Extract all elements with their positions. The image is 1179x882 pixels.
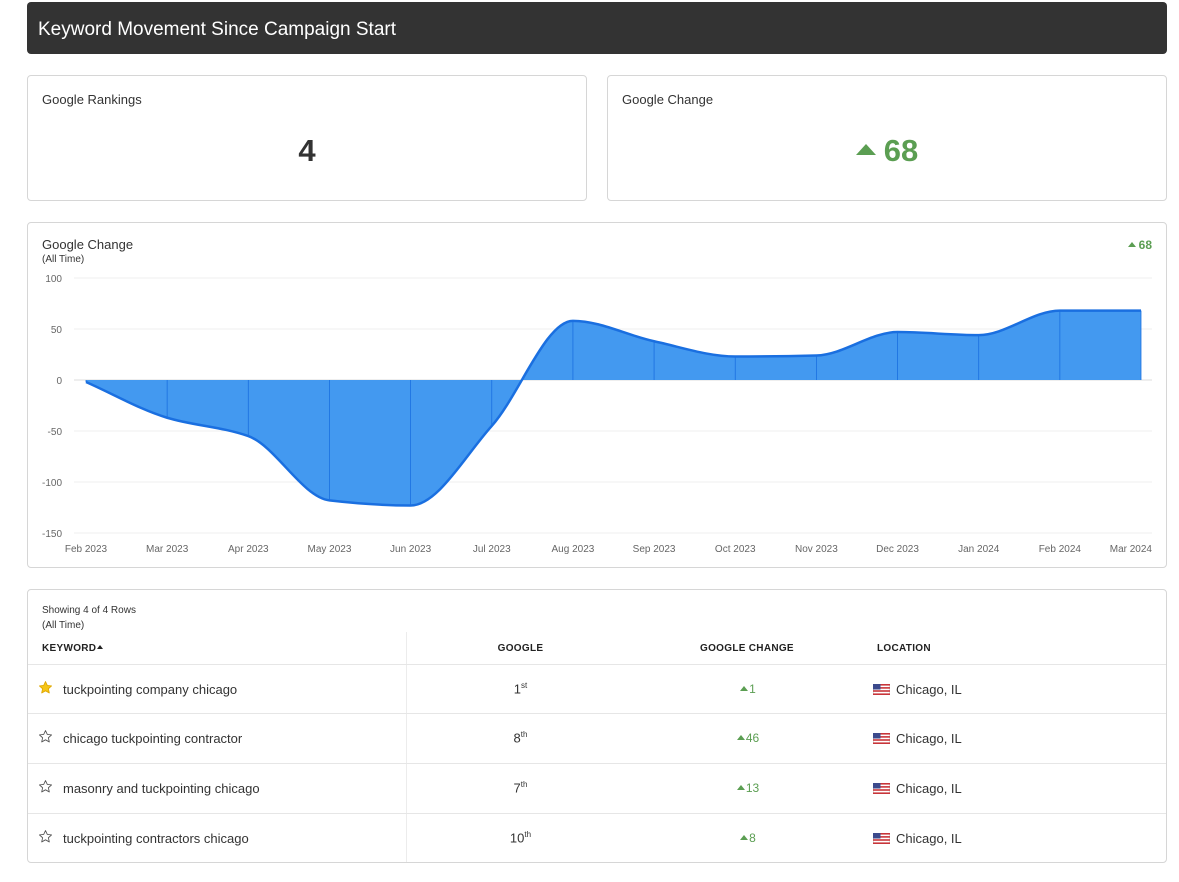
x-tick-label: Mar 2024 [1110, 544, 1153, 555]
table-showing-count: Showing 4 of 4 Rows [42, 605, 136, 616]
location-text: Chicago, IL [896, 682, 962, 697]
location-text: Chicago, IL [896, 831, 962, 846]
google-rank-suffix: th [520, 780, 528, 789]
x-tick-label: Dec 2023 [876, 544, 919, 555]
google-change-label: Google Change [622, 92, 714, 107]
google-rankings-value: 4 [298, 133, 316, 168]
google-rank-suffix: th [520, 730, 528, 739]
us-flag-icon [873, 783, 890, 794]
google-rank-value: 7 [513, 780, 521, 796]
chart-title: Google Change [42, 237, 134, 252]
location-cell: Chicago, IL [873, 831, 962, 846]
google-rank: 1st [488, 681, 553, 696]
google-change-value: 68 [883, 133, 919, 168]
location-cell: Chicago, IL [873, 731, 962, 746]
arrow-up-icon [736, 735, 745, 740]
arrow-up-icon [1127, 242, 1136, 247]
arrow-up-icon [855, 144, 876, 155]
column-header-keyword[interactable]: KEYWORD [42, 643, 104, 654]
column-divider [406, 632, 407, 862]
series-line [85, 309, 1141, 507]
google-rank: 10th [488, 830, 553, 845]
keyword-table-card [27, 589, 1167, 863]
location-cell: Chicago, IL [873, 682, 962, 697]
column-header-google[interactable]: GOOGLE [497, 643, 544, 654]
table-row[interactable]: tuckpointing contractors chicago 10th 8 Chi… [28, 813, 1166, 863]
page-title: Keyword Movement Since Campaign Start [38, 19, 396, 40]
y-tick-label: 0 [56, 376, 62, 387]
sort-ascending-icon [97, 645, 104, 649]
x-tick-label: Oct 2023 [715, 544, 756, 555]
x-tick-label: Jul 2023 [473, 544, 511, 555]
google-rank-value: 10 [509, 830, 525, 846]
x-tick-label: Mar 2023 [146, 544, 189, 555]
arrow-up-icon [740, 686, 749, 691]
location-text: Chicago, IL [896, 781, 962, 796]
table-row[interactable]: chicago tuckpointing contractor 8th 46 Chic… [28, 713, 1166, 763]
x-tick-label: Feb 2024 [1039, 544, 1082, 555]
x-tick-label: Aug 2023 [552, 544, 595, 555]
y-tick-label: -50 [48, 427, 63, 438]
us-flag-icon [873, 733, 890, 744]
google-change-cell: 13 [718, 781, 778, 795]
location-text: Chicago, IL [896, 731, 962, 746]
x-tick-label: Apr 2023 [228, 544, 269, 555]
google-change-value: 8 [749, 831, 756, 845]
keyword-text[interactable]: tuckpointing company chicago [63, 682, 238, 697]
y-tick-label: -150 [42, 529, 62, 540]
x-tick-label: May 2023 [308, 544, 352, 555]
us-flag-icon [873, 684, 890, 695]
google-rank-suffix: st [521, 681, 528, 690]
star-outline-icon[interactable] [38, 829, 53, 844]
us-flag-icon [873, 833, 890, 844]
arrow-up-icon [740, 835, 749, 840]
x-tick-label: Jan 2024 [958, 544, 1000, 555]
area-fill [86, 310, 1141, 506]
google-change-cell: 46 [718, 731, 778, 745]
y-tick-label: 100 [45, 274, 62, 285]
table-subtitle: (All Time) [42, 620, 85, 631]
google-rank: 7th [488, 780, 553, 795]
keyword-text[interactable]: masonry and tuckpointing chicago [63, 781, 260, 796]
google-change-value: 1 [749, 682, 756, 696]
chart-subtitle: (All Time) [42, 254, 85, 265]
google-rankings-label: Google Rankings [42, 92, 142, 107]
x-tick-label: Nov 2023 [795, 544, 838, 555]
google-rank-value: 8 [513, 730, 521, 746]
google-change-value: 46 [745, 731, 760, 745]
chart-summary-value: 68 [1138, 238, 1152, 252]
star-filled-icon[interactable] [38, 680, 53, 695]
google-change-cell: 1 [718, 682, 778, 696]
google-change-stat: 68 [608, 133, 1166, 169]
table-row[interactable]: tuckpointing company chicago 1st 1 Chicago,… [28, 664, 1166, 714]
keyword-text[interactable]: tuckpointing contractors chicago [63, 831, 249, 846]
column-header-google-change[interactable]: GOOGLE CHANGE [700, 643, 794, 654]
google-change-card: Google Change 68 [607, 75, 1167, 201]
x-tick-label: Sep 2023 [633, 544, 676, 555]
x-tick-label: Jun 2023 [390, 544, 432, 555]
y-tick-label: 50 [51, 325, 63, 336]
arrow-up-icon [736, 785, 745, 790]
chart-summary: 68 [1127, 238, 1152, 252]
star-outline-icon[interactable] [38, 729, 53, 744]
google-change-value: 13 [745, 781, 760, 795]
keyword-text[interactable]: chicago tuckpointing contractor [63, 731, 243, 746]
table-row[interactable]: masonry and tuckpointing chicago 7th 13 Chi… [28, 763, 1166, 813]
page-header: Keyword Movement Since Campaign Start [27, 2, 1167, 54]
column-header-location[interactable]: LOCATION [877, 643, 931, 654]
google-rank: 8th [488, 730, 553, 745]
location-cell: Chicago, IL [873, 781, 962, 796]
column-header-keyword-label: KEYWORD [42, 643, 97, 654]
star-outline-icon[interactable] [38, 779, 53, 794]
y-tick-label: -100 [42, 478, 62, 489]
google-rank-suffix: th [524, 830, 532, 839]
google-change-cell: 8 [718, 831, 778, 845]
x-tick-label: Feb 2023 [65, 544, 108, 555]
google-rank-value: 1 [513, 681, 521, 697]
google-rankings-card: Google Rankings 4 [27, 75, 587, 201]
